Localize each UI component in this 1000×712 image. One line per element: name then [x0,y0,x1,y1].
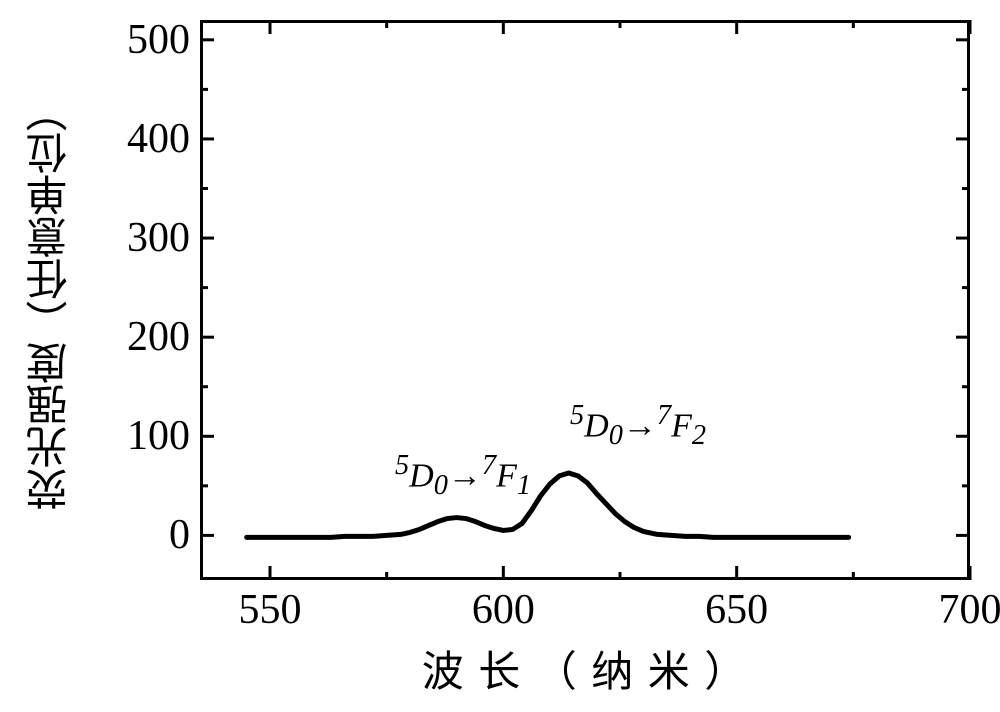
y-tick-label: 500 [110,16,190,64]
y-tick-label: 100 [110,412,190,460]
x-tick-label: 650 [705,586,768,634]
annotation-peak1: 5D0→7F1 [395,450,531,502]
annotation-peak2: 5D0→7F2 [570,400,706,452]
y-tick-label: 200 [110,313,190,361]
plot-box [200,20,970,580]
y-tick-label: 0 [110,511,190,559]
x-tick-label: 700 [939,586,1000,634]
x-axis-label: 波 长 （ 纳 米 ） [200,638,970,699]
y-tick-label: 300 [110,214,190,262]
y-tick-label: 400 [110,115,190,163]
spectrum-chart: 荧光强度（任意单位） 波 长 （ 纳 米 ） 55060065070001002… [0,0,1000,712]
x-tick-label: 600 [472,586,535,634]
x-tick-label: 550 [239,586,302,634]
